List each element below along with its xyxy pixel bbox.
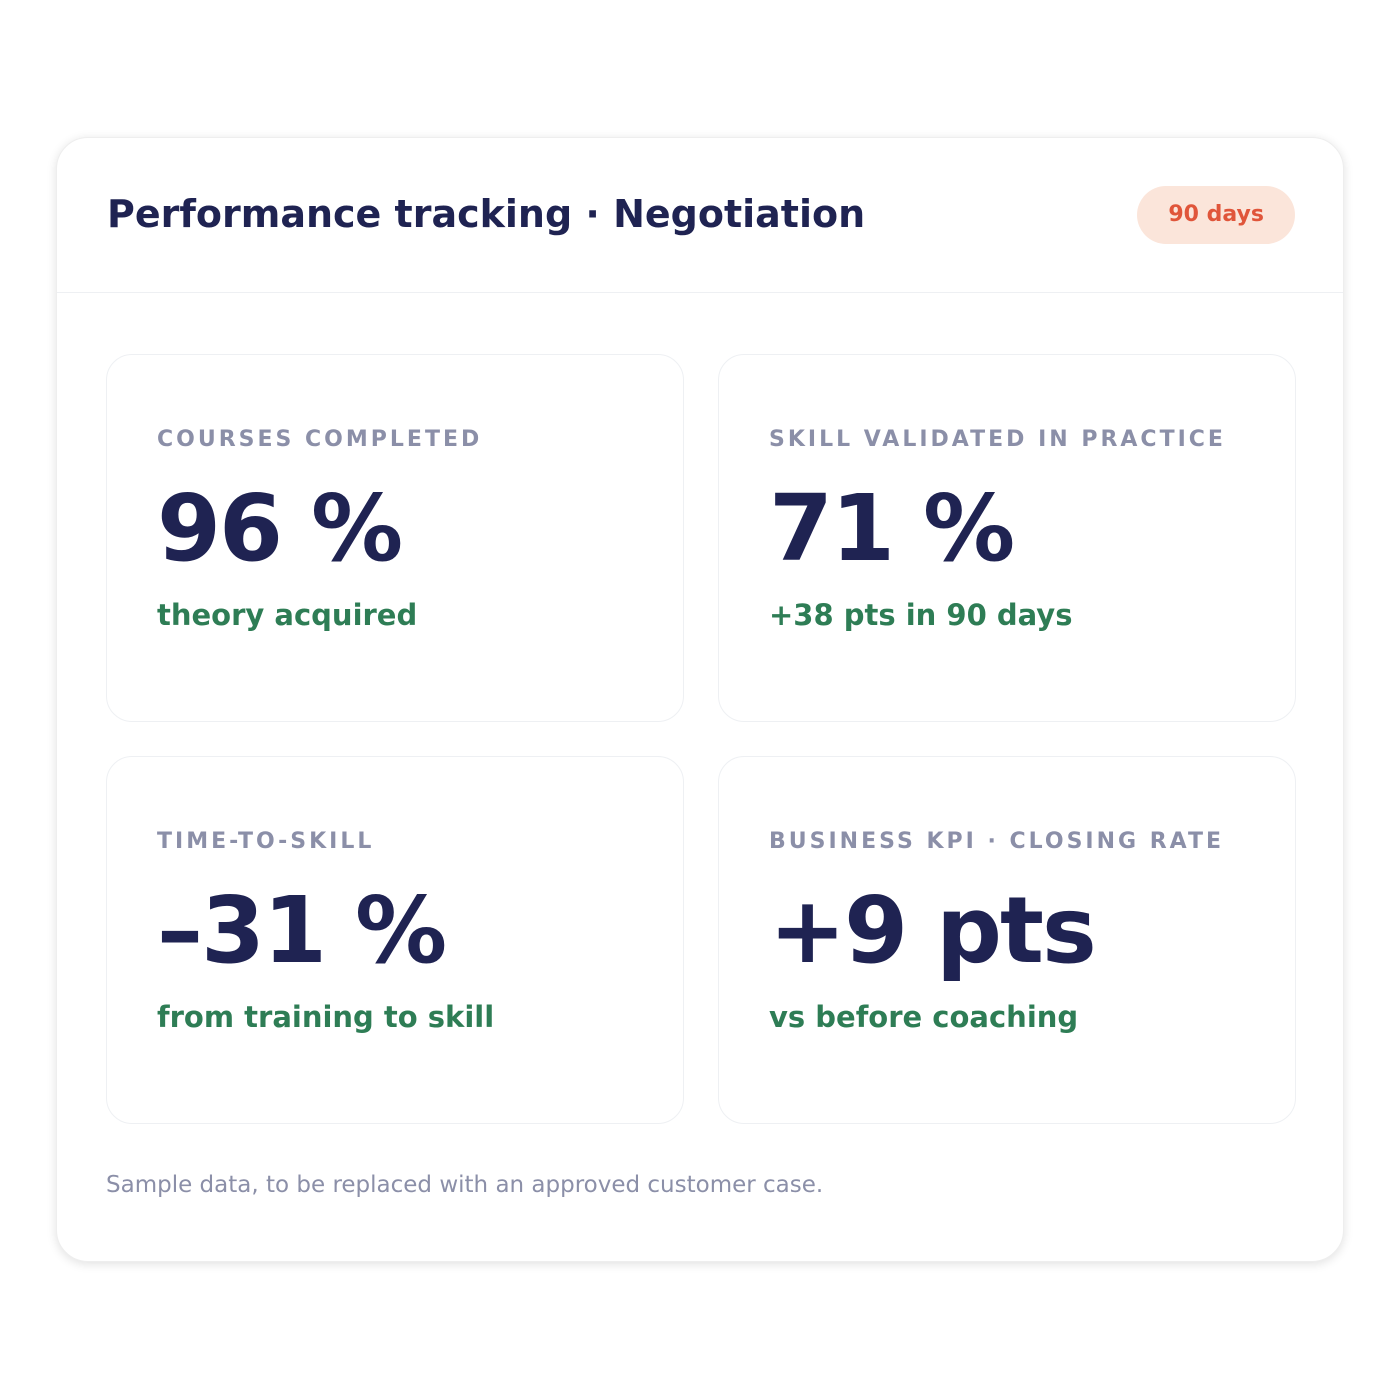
metric-value: –31 % bbox=[157, 877, 447, 984]
metric-label: SKILL VALIDATED IN PRACTICE bbox=[769, 427, 1226, 452]
metric-label: BUSINESS KPI · CLOSING RATE bbox=[769, 829, 1225, 854]
metric-label: COURSES COMPLETED bbox=[157, 427, 483, 452]
metric-value: 71 % bbox=[769, 475, 1015, 582]
header: Performance tracking · Negotiation 90 da… bbox=[57, 138, 1343, 293]
metric-note: from training to skill bbox=[157, 1000, 495, 1034]
footnote: Sample data, to be replaced with an appr… bbox=[106, 1172, 824, 1198]
metric-note: vs before coaching bbox=[769, 1000, 1079, 1034]
metric-card: SKILL VALIDATED IN PRACTICE 71 % +38 pts i… bbox=[718, 354, 1296, 722]
metric-note: theory acquired bbox=[157, 598, 418, 632]
metric-label: TIME-TO-SKILL bbox=[157, 829, 375, 854]
metric-grid: COURSES COMPLETED 96 % theory acquired SKIL… bbox=[106, 354, 1296, 1124]
metric-value: +9 pts bbox=[769, 877, 1097, 984]
metric-value: 96 % bbox=[157, 475, 403, 582]
panel: Performance tracking · Negotiation 90 da… bbox=[56, 137, 1344, 1262]
metric-card: TIME-TO-SKILL –31 % from training to skill bbox=[106, 756, 684, 1124]
metric-note: +38 pts in 90 days bbox=[769, 598, 1073, 632]
title: Performance tracking · Negotiation bbox=[107, 192, 866, 236]
metric-card: BUSINESS KPI · CLOSING RATE +9 pts vs befo… bbox=[718, 756, 1296, 1124]
period-badge: 90 days bbox=[1137, 186, 1295, 244]
metric-card: COURSES COMPLETED 96 % theory acquired bbox=[106, 354, 684, 722]
